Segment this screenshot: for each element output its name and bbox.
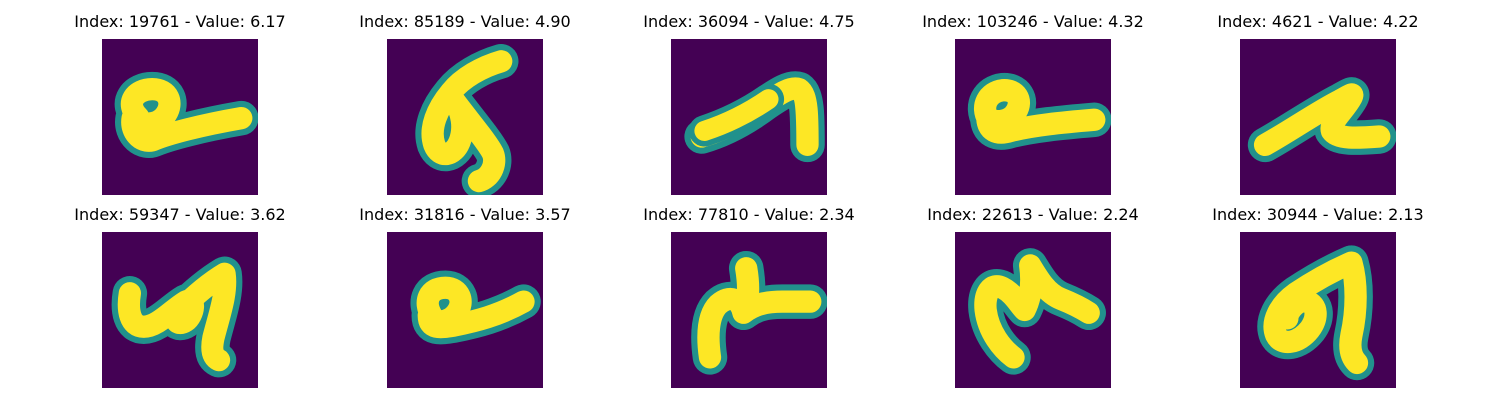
digit-image: [102, 39, 258, 195]
digit-image: [671, 232, 827, 388]
panel-title: Index: 77810 - Value: 2.34: [643, 205, 855, 224]
panel-9: Index: 22613 - Value: 2.24: [893, 205, 1173, 395]
panel-title: Index: 31816 - Value: 3.57: [359, 205, 571, 224]
panel-title: Index: 19761 - Value: 6.17: [74, 12, 286, 31]
panel-5: Index: 4621 - Value: 4.22: [1178, 12, 1458, 202]
digit-image: [671, 39, 827, 195]
digit-image: [955, 232, 1111, 388]
panel-title: Index: 59347 - Value: 3.62: [74, 205, 286, 224]
panel-title: Index: 22613 - Value: 2.24: [927, 205, 1139, 224]
panel-title: Index: 85189 - Value: 4.90: [359, 12, 571, 31]
panel-title: Index: 36094 - Value: 4.75: [643, 12, 855, 31]
digit-image: [1240, 39, 1396, 195]
panel-3: Index: 36094 - Value: 4.75: [609, 12, 889, 202]
digit-image: [955, 39, 1111, 195]
panel-title: Index: 103246 - Value: 4.32: [922, 12, 1144, 31]
panel-6: Index: 59347 - Value: 3.62: [40, 205, 320, 395]
panel-title: Index: 30944 - Value: 2.13: [1212, 205, 1424, 224]
digit-image: [387, 39, 543, 195]
panel-7: Index: 31816 - Value: 3.57: [325, 205, 605, 395]
panel-2: Index: 85189 - Value: 4.90: [325, 12, 605, 202]
digit-image: [387, 232, 543, 388]
panel-10: Index: 30944 - Value: 2.13: [1178, 205, 1458, 395]
digit-image: [1240, 232, 1396, 388]
panel-1: Index: 19761 - Value: 6.17: [40, 12, 320, 202]
panel-4: Index: 103246 - Value: 4.32: [893, 12, 1173, 202]
digit-image: [102, 232, 258, 388]
panel-title: Index: 4621 - Value: 4.22: [1217, 12, 1419, 31]
panel-8: Index: 77810 - Value: 2.34: [609, 205, 889, 395]
